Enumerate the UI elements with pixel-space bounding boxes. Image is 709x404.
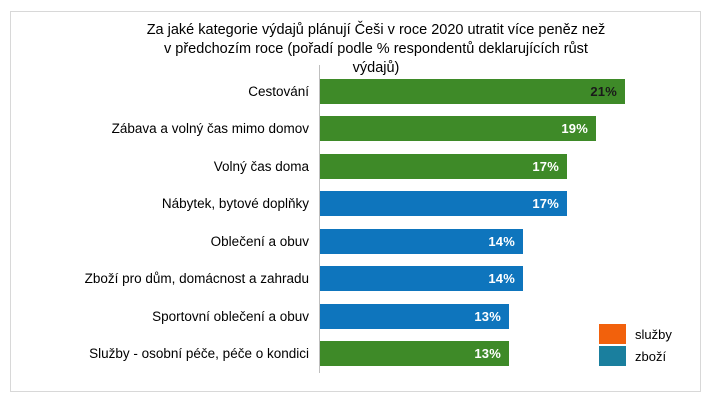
category-label: Oblečení a obuv bbox=[210, 234, 309, 249]
bar-value-label: 21% bbox=[590, 84, 617, 99]
legend-label-sluzby: služby bbox=[635, 326, 672, 342]
bar-value-label: 14% bbox=[488, 234, 515, 249]
chart-card: Za jaké kategorie výdajů plánují Češi v … bbox=[10, 11, 701, 392]
category-label: Zábava a volný čas mimo domov bbox=[111, 121, 309, 136]
category-label: Zboží pro dům, domácnost a zahradu bbox=[84, 271, 309, 286]
bar-zboží: 17% bbox=[320, 191, 567, 216]
chart-row: Sportovní oblečení a obuv 13% bbox=[11, 304, 700, 329]
bar-zboží: 13% bbox=[320, 304, 509, 329]
chart-row: Nábytek, bytové doplňky 17% bbox=[11, 191, 700, 216]
legend-swatch-sluzby bbox=[599, 324, 626, 344]
chart-row: Volný čas doma 17% bbox=[11, 154, 700, 179]
chart-row: Cestování 21% bbox=[11, 79, 700, 104]
chart-title-line-1: Za jaké kategorie výdajů plánují Češi v … bbox=[146, 22, 606, 38]
legend-label-zbozi: zboží bbox=[635, 348, 667, 364]
bar-value-label: 19% bbox=[561, 121, 588, 136]
category-label: Služby - osobní péče, péče o kondici bbox=[89, 346, 309, 361]
bar-zboží: 14% bbox=[320, 229, 523, 254]
category-label: Volný čas doma bbox=[213, 159, 309, 174]
bar-value-label: 13% bbox=[474, 346, 501, 361]
legend-item-sluzby: služby bbox=[599, 324, 672, 344]
legend: služby zboží bbox=[599, 324, 672, 368]
chart-title: Za jaké kategorie výdajů plánují Češi v … bbox=[86, 21, 666, 78]
legend-item-zbozi: zboží bbox=[599, 346, 672, 366]
bar-zboží: 14% bbox=[320, 266, 523, 291]
chart-row: Zábava a volný čas mimo domov 19% bbox=[11, 116, 700, 141]
bar-služby: 19% bbox=[320, 116, 596, 141]
bar-value-label: 17% bbox=[532, 159, 559, 174]
category-label: Sportovní oblečení a obuv bbox=[152, 309, 309, 324]
bar-plot-area: Cestování 21% Zábava a volný čas mimo domo… bbox=[11, 79, 700, 379]
chart-title-line-3: výdajů) bbox=[352, 60, 400, 76]
bar-služby: 21% bbox=[320, 79, 625, 104]
bar-služby: 17% bbox=[320, 154, 567, 179]
chart-row: Oblečení a obuv 14% bbox=[11, 229, 700, 254]
category-axis-line bbox=[319, 65, 320, 373]
legend-swatch-zbozi bbox=[599, 346, 626, 366]
chart-title-line-2: v předchozím roce (pořadí podle % respon… bbox=[164, 41, 588, 57]
category-label: Cestování bbox=[248, 84, 309, 99]
bar-value-label: 13% bbox=[474, 309, 501, 324]
bar-služby: 13% bbox=[320, 341, 509, 366]
bar-value-label: 14% bbox=[488, 271, 515, 286]
chart-row: Zboží pro dům, domácnost a zahradu 14% bbox=[11, 266, 700, 291]
chart-row: Služby - osobní péče, péče o kondici 13% bbox=[11, 341, 700, 366]
bar-value-label: 17% bbox=[532, 196, 559, 211]
category-label: Nábytek, bytové doplňky bbox=[161, 196, 309, 211]
